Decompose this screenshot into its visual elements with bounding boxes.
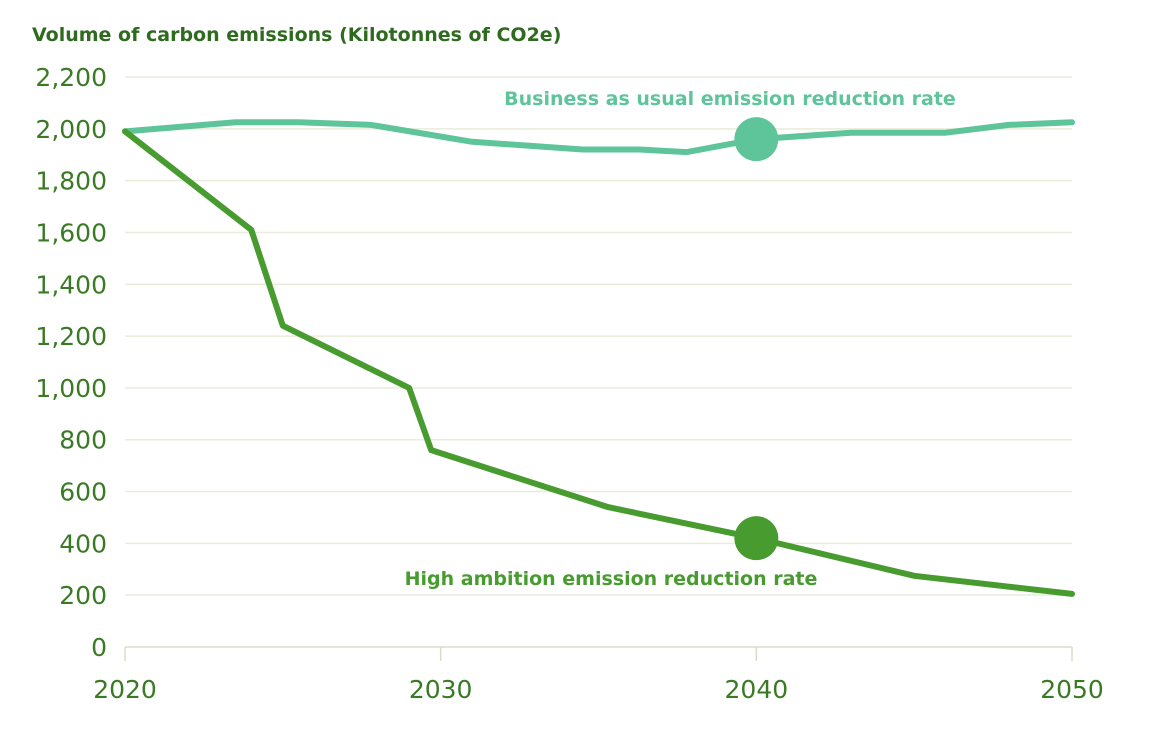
y-tick-label: 1,800: [35, 167, 107, 196]
y-axis-tick-labels: 0 200 400 600 800 1,000 1,200 1,400 1,600 1,800 2,…: [35, 63, 107, 662]
series-label-high-ambition: High ambition emission reduction rate: [405, 568, 818, 590]
x-axis-tick-labels: 2020 2030 2040 2050: [93, 675, 1104, 704]
series-line-high-ambition: [122, 128, 1075, 597]
y-tick-label: 2,000: [35, 115, 107, 144]
x-tick-label: 2020: [93, 675, 157, 704]
y-tick-label: 0: [91, 633, 107, 662]
y-tick-label: 1,600: [35, 218, 107, 247]
series-marker-business-as-usual: [734, 117, 779, 162]
y-tick-label: 400: [59, 529, 107, 558]
y-tick-label: 200: [59, 581, 107, 610]
gridlines: [124, 76, 1073, 661]
series-markers: [734, 117, 779, 561]
y-tick-label: 1,000: [35, 374, 107, 403]
y-tick-label: 1,200: [35, 322, 107, 351]
series-labels: Business as usual emission reduction rat…: [405, 88, 956, 590]
y-tick-label: 1,400: [35, 270, 107, 299]
x-tick-label: 2050: [1040, 675, 1104, 704]
x-tick-label: 2030: [409, 675, 473, 704]
series-lines: [122, 119, 1075, 597]
series-line-business-as-usual: [122, 119, 1075, 156]
series-marker-high-ambition: [734, 516, 779, 561]
series-label-business-as-usual: Business as usual emission reduction rat…: [504, 88, 956, 110]
y-tick-label: 600: [59, 478, 107, 507]
y-tick-label: 800: [59, 426, 107, 455]
chart-title: Volume of carbon emissions (Kilotonnes o…: [32, 24, 561, 46]
y-tick-label: 2,200: [35, 63, 107, 92]
x-tick-label: 2040: [725, 675, 789, 704]
